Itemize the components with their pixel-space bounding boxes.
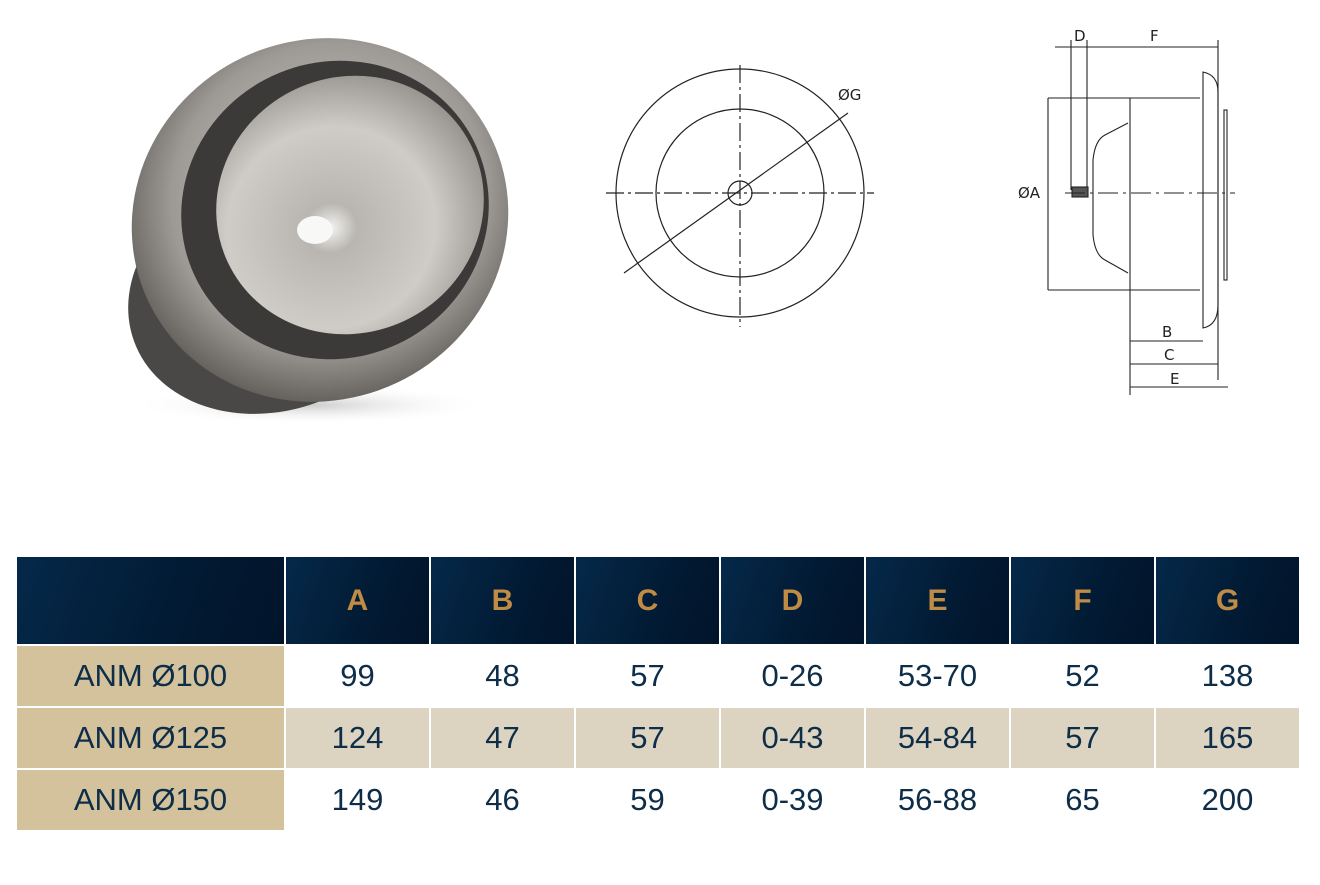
dimension-label-d: D <box>1074 27 1086 45</box>
column-header-d: D <box>721 557 864 644</box>
value-cell: 200 <box>1201 782 1254 817</box>
model-cell: ANM Ø150 <box>17 770 284 830</box>
value-cell: 47 <box>431 708 574 768</box>
value-cell: 59 <box>630 782 665 817</box>
dimension-label-c: C <box>1164 346 1174 364</box>
column-header-e: E <box>866 557 1009 644</box>
value-cell: 0-43 <box>721 708 864 768</box>
value-cell: 99 <box>340 658 375 693</box>
value-cell: 0-26 <box>761 658 824 693</box>
column-header-c: C <box>576 557 719 644</box>
value-cell: 48 <box>485 658 520 693</box>
product-photo <box>128 38 509 425</box>
dimension-label-b: B <box>1162 323 1172 341</box>
column-header-model <box>17 557 284 644</box>
dimension-label-e: E <box>1170 370 1179 388</box>
value-cell: 57 <box>630 658 665 693</box>
table-row: ANM Ø150 149 46 59 0-39 56-88 65 200 <box>17 770 1299 830</box>
value-cell: 138 <box>1201 658 1254 693</box>
value-cell: 52 <box>1065 658 1100 693</box>
value-cell: 149 <box>331 782 384 817</box>
model-cell: ANM Ø125 <box>17 708 284 768</box>
dimensions-table: A B C D E F G ANM Ø100 99 48 57 0-26 53-… <box>15 555 1301 832</box>
value-cell: 65 <box>1065 782 1100 817</box>
dimension-label-g: ØG <box>838 86 861 104</box>
value-cell: 165 <box>1156 708 1299 768</box>
dimension-label-a: ØA <box>1018 184 1041 202</box>
value-cell: 0-39 <box>761 782 824 817</box>
value-cell: 57 <box>1011 708 1154 768</box>
column-header-b: B <box>431 557 574 644</box>
table-row: ANM Ø125 124 47 57 0-43 54-84 57 165 <box>17 708 1299 768</box>
value-cell: 53-70 <box>897 658 978 693</box>
front-view-drawing: ØG <box>606 65 874 327</box>
column-header-a: A <box>286 557 429 644</box>
column-header-f: F <box>1011 557 1154 644</box>
value-cell: 57 <box>576 708 719 768</box>
dimension-label-f: F <box>1150 27 1159 45</box>
value-cell: 124 <box>286 708 429 768</box>
value-cell: 54-84 <box>866 708 1009 768</box>
value-cell: 46 <box>485 782 520 817</box>
table-row: ANM Ø100 99 48 57 0-26 53-70 52 138 <box>17 646 1299 706</box>
model-cell: ANM Ø100 <box>17 646 284 706</box>
table-header-row: A B C D E F G <box>17 557 1299 644</box>
column-header-g: G <box>1156 557 1299 644</box>
side-view-drawing: D F ØA B C E <box>1018 27 1235 395</box>
value-cell: 56-88 <box>897 782 978 817</box>
